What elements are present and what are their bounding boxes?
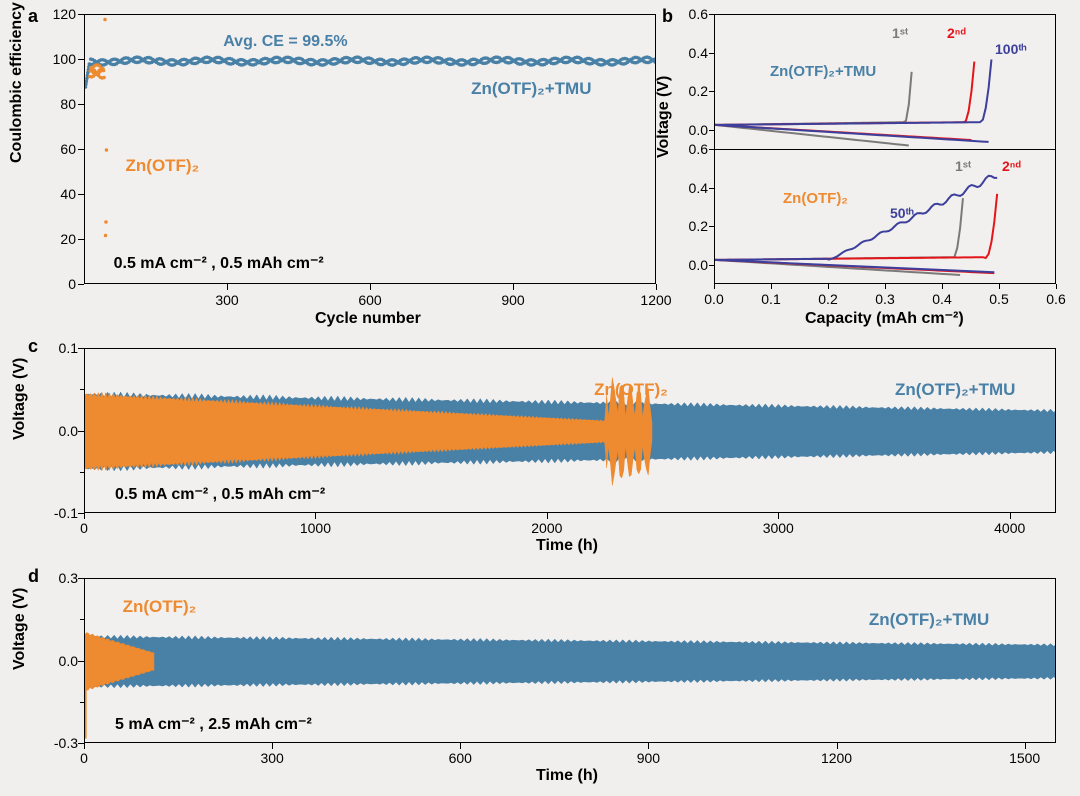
panel-b-xtick: 0.4 xyxy=(928,291,956,307)
panel_d-ytick: 0.0 xyxy=(42,653,78,669)
panel_c-label-otf: Zn(OTF)₂ xyxy=(594,380,668,400)
panel-b-ytick: 0.0 xyxy=(680,122,708,138)
panel-a-ytick: 20 xyxy=(44,231,76,247)
panel-a-xtick: 300 xyxy=(207,292,247,308)
panel_d-xtick: 1500 xyxy=(1003,750,1047,766)
panel-b-xtick: 0.6 xyxy=(1042,291,1070,307)
panel-b-ytick: 0.6 xyxy=(680,6,708,22)
panel-b-letter: b xyxy=(662,6,673,27)
panel-b-bot-cycle-label: 2ⁿᵈ xyxy=(1002,158,1021,174)
panel-b-ytick: 0.2 xyxy=(680,83,708,99)
panel-b-top-cycle-label: 1ˢᵗ xyxy=(892,25,908,41)
panel_d-xtick: 1200 xyxy=(815,750,859,766)
panel_c-ytick: -0.1 xyxy=(42,505,78,521)
panel-b-xtick: 0.0 xyxy=(700,291,728,307)
panel_c-condition: 0.5 mA cm⁻² , 0.5 mAh cm⁻² xyxy=(115,484,325,504)
panel_d-plot: 5 mA cm⁻² , 2.5 mAh cm⁻² Zn(OTF)₂ Zn(OTF)₂… xyxy=(84,578,1056,743)
panel-a-ytick: 40 xyxy=(44,186,76,202)
panel-a-annotation-otf: Zn(OTF)₂ xyxy=(126,156,200,176)
panel_c-ylabel: Voltage (V) xyxy=(11,420,29,440)
panel-a-ytick: 80 xyxy=(44,96,76,112)
panel_c-label-tmu: Zn(OTF)₂+TMU xyxy=(895,380,1015,400)
panel-a-letter: a xyxy=(28,6,38,27)
panel_d-xtick: 0 xyxy=(62,750,106,766)
panel-a-ytick: 120 xyxy=(44,6,76,22)
panel-b-bot-label: Zn(OTF)₂ xyxy=(783,190,848,207)
panel_d-xtick: 900 xyxy=(626,750,670,766)
panel-a-xtick: 600 xyxy=(350,292,390,308)
panel-b-top-cycle-label: 100ᵗʰ xyxy=(995,41,1027,57)
panel-a-annotation-avg_ce: Avg. CE = 99.5% xyxy=(223,33,347,51)
panel-b-ytick: 0.4 xyxy=(680,45,708,61)
panel_d-series-tmu xyxy=(85,635,1056,688)
panel_d-ylabel: Voltage (V) xyxy=(11,650,29,670)
panel-a-ylabel: Coulombic efficiency (%) xyxy=(8,133,26,163)
panel-b-ytick: 0.4 xyxy=(680,180,708,196)
panel-b-xtick: 0.1 xyxy=(757,291,785,307)
panel-a-xlabel: Cycle number xyxy=(315,310,421,328)
panel-a-xtick: 900 xyxy=(493,292,533,308)
panel_c-letter: c xyxy=(28,336,38,357)
panel_d-xtick: 600 xyxy=(438,750,482,766)
panel-b-bot-cycle-label: 1ˢᵗ xyxy=(955,158,971,174)
panel-b-bot-cycle-label: 50ᵗʰ xyxy=(890,205,914,221)
panel-b-xtick: 0.3 xyxy=(871,291,899,307)
panel_c-plot: 0.5 mA cm⁻² , 0.5 mAh cm⁻² Zn(OTF)₂ Zn(OTF… xyxy=(84,348,1056,513)
panel-b-ytick: 0.6 xyxy=(680,141,708,157)
panel_d-ytick: 0.3 xyxy=(42,570,78,586)
panel_c-xtick: 0 xyxy=(62,520,106,536)
panel-b-xtick: 0.2 xyxy=(814,291,842,307)
panel_d-ytick: -0.3 xyxy=(42,735,78,751)
panel_c-xtick: 4000 xyxy=(988,520,1032,536)
panel_c-ytick: 0.0 xyxy=(42,423,78,439)
panel-b-xtick: 0.5 xyxy=(985,291,1013,307)
panel-a-plot: Avg. CE = 99.5% Zn(OTF)₂+TMU Zn(OTF)₂ 0.5 m… xyxy=(84,14,656,284)
panel-b-top-cycle-label: 2ⁿᵈ xyxy=(947,25,966,41)
panel_d-label-tmu: Zn(OTF)₂+TMU xyxy=(869,610,989,630)
panel-a-ytick: 100 xyxy=(44,51,76,67)
panel-b-top-plot: Zn(OTF)₂+TMU 1ˢᵗ 2ⁿᵈ 100ᵗʰ xyxy=(714,14,1056,149)
panel-b-ytick: 0.0 xyxy=(680,257,708,273)
panel_c-xtick: 3000 xyxy=(756,520,800,536)
panel_c-xtick: 2000 xyxy=(525,520,569,536)
panel_c-series-otf xyxy=(85,378,652,486)
panel_d-condition: 5 mA cm⁻² , 2.5 mAh cm⁻² xyxy=(115,714,312,734)
panel_c-xlabel: Time (h) xyxy=(536,537,598,555)
panel-a-annotation-tmu: Zn(OTF)₂+TMU xyxy=(471,79,591,99)
series-otf xyxy=(88,18,108,238)
panel_d-xlabel: Time (h) xyxy=(536,767,598,785)
panel_c-ytick: 0.1 xyxy=(42,340,78,356)
panel-a-ytick: 0 xyxy=(44,276,76,292)
panel_c-xtick: 1000 xyxy=(293,520,337,536)
panel-b-ylabel: Voltage (V) xyxy=(655,138,673,158)
panel-b-top-label: Zn(OTF)₂+TMU xyxy=(770,63,876,80)
panel-b-ytick: 0.2 xyxy=(680,218,708,234)
panel-a-annotation-cond: 0.5 mA cm⁻² , 0.5 mAh cm⁻² xyxy=(114,253,324,273)
panel-b-bot-plot: Zn(OTF)₂ 1ˢᵗ 2ⁿᵈ 50ᵗʰ xyxy=(714,149,1056,284)
panel-a-xtick: 1200 xyxy=(636,292,676,308)
panel-a-ytick: 60 xyxy=(44,141,76,157)
panel_d-xtick: 300 xyxy=(250,750,294,766)
panel-b-xlabel: Capacity (mAh cm⁻²) xyxy=(805,308,964,328)
panel_d-letter: d xyxy=(28,566,39,587)
panel_d-label-otf: Zn(OTF)₂ xyxy=(123,597,197,617)
